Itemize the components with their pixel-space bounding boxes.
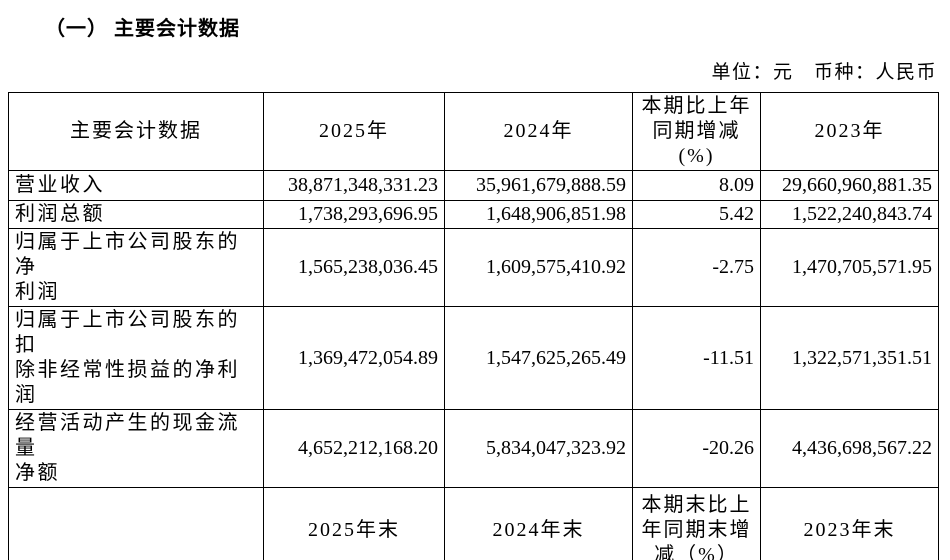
- period-header-row: 主要会计数据 2025年 2024年 本期比上年 同期增减 (%) 2023年: [8, 92, 939, 171]
- table-row-total-profit: 利润总额 1,738,293,696.95 1,648,906,851.98 5…: [8, 200, 939, 229]
- value-2023-cell: 1,522,240,843.74: [760, 200, 939, 229]
- value-2024-cell: 1,648,906,851.98: [444, 200, 633, 229]
- value-2024-cell: 1,609,575,410.92: [444, 228, 633, 307]
- table-row-revenue: 营业收入 38,871,348,331.23 35,961,679,888.59…: [8, 170, 939, 201]
- change-pct-cell: 5.42: [632, 200, 761, 229]
- header-2024-end: 2024年末: [444, 487, 633, 560]
- table-row-net-profit: 归属于上市公司股东的净 利润 1,565,238,036.45 1,609,57…: [8, 228, 939, 307]
- metric-label-cell: 经营活动产生的现金流量 净额: [8, 409, 264, 488]
- change-pct-cell: -2.75: [632, 228, 761, 307]
- value-2025-cell: 1,738,293,696.95: [263, 200, 445, 229]
- value-2025-cell: 1,565,238,036.45: [263, 228, 445, 307]
- table-row-operating-cash-flow: 经营活动产生的现金流量 净额 4,652,212,168.20 5,834,04…: [8, 409, 939, 488]
- value-2023-cell: 29,660,960,881.35: [760, 170, 939, 201]
- change-pct-cell: -20.26: [632, 409, 761, 488]
- value-2025-cell: 38,871,348,331.23: [263, 170, 445, 201]
- period-end-header-row: 2025年末 2024年末 本期末比上 年同期末增 减（%） 2023年末: [8, 487, 939, 560]
- accounting-data-table: 主要会计数据 2025年 2024年 本期比上年 同期增减 (%) 2023年 …: [8, 92, 939, 560]
- change-pct-cell: -11.51: [632, 306, 761, 410]
- header-end-metric-label: [8, 487, 264, 560]
- header-2023: 2023年: [760, 92, 939, 171]
- header-metric-label: 主要会计数据: [8, 92, 264, 171]
- value-2023-cell: 1,470,705,571.95: [760, 228, 939, 307]
- section-title: （一） 主要会计数据: [45, 18, 240, 40]
- table-row-net-profit-deducted: 归属于上市公司股东的扣 除非经常性损益的净利润 1,369,472,054.89…: [8, 306, 939, 410]
- header-2023-end: 2023年末: [760, 487, 939, 560]
- value-2023-cell: 1,322,571,351.51: [760, 306, 939, 410]
- value-2023-cell: 4,436,698,567.22: [760, 409, 939, 488]
- value-2024-cell: 5,834,047,323.92: [444, 409, 633, 488]
- metric-label-cell: 归属于上市公司股东的净 利润: [8, 228, 264, 307]
- document-page: （一） 主要会计数据 单位：元 币种：人民币 主要会计数据 2025年 2024…: [0, 12, 950, 560]
- value-2024-cell: 35,961,679,888.59: [444, 170, 633, 201]
- unit-currency-note: 单位：元 币种：人民币: [711, 62, 937, 83]
- metric-label-cell: 利润总额: [8, 200, 264, 229]
- change-pct-cell: 8.09: [632, 170, 761, 201]
- header-2024: 2024年: [444, 92, 633, 171]
- header-period-change-pct: 本期比上年 同期增减 (%): [632, 92, 761, 171]
- value-2025-cell: 1,369,472,054.89: [263, 306, 445, 410]
- header-end-change-pct: 本期末比上 年同期末增 减（%）: [632, 487, 761, 560]
- metric-label-cell: 归属于上市公司股东的扣 除非经常性损益的净利润: [8, 306, 264, 410]
- value-2025-cell: 4,652,212,168.20: [263, 409, 445, 488]
- header-2025: 2025年: [263, 92, 445, 171]
- header-2025-end: 2025年末: [263, 487, 445, 560]
- value-2024-cell: 1,547,625,265.49: [444, 306, 633, 410]
- metric-label-cell: 营业收入: [8, 170, 264, 201]
